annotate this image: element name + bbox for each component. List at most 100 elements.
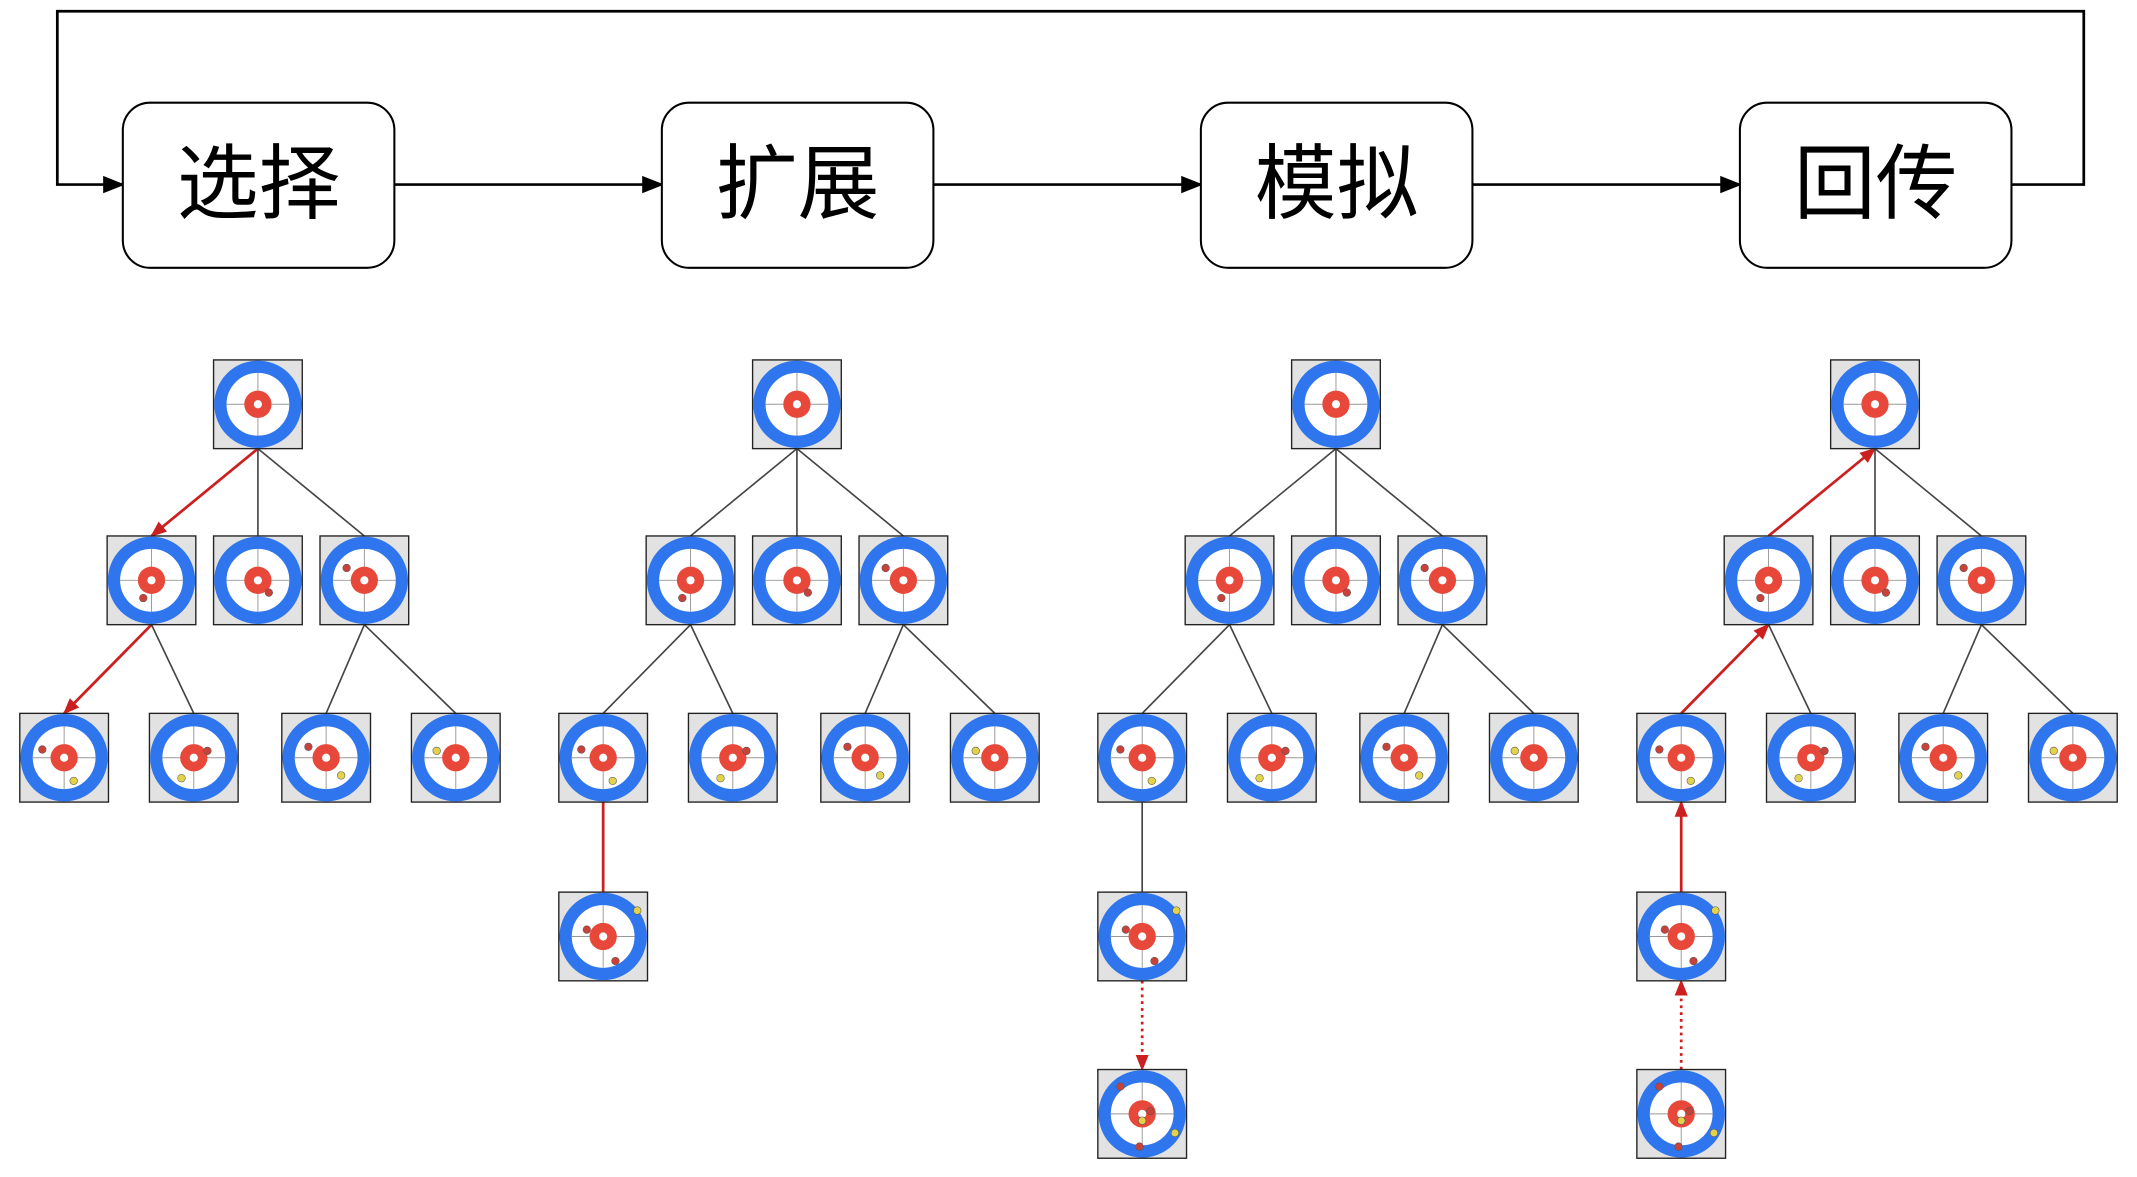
house-center [1138,1109,1147,1118]
curling-stone [337,771,346,780]
house-center [861,753,870,762]
step-label: 回传 [1794,137,1958,232]
house-center [1529,753,1538,762]
step-label: 模拟 [1255,137,1419,232]
curling-stone [1711,906,1720,915]
curling-stone [1217,593,1226,603]
curling-stone [1756,593,1765,603]
tree-node [687,712,778,803]
step-selection: 选择 [121,101,396,269]
tree-node [281,712,372,803]
house-center [599,753,608,762]
curling-stone [716,774,725,783]
tree-node [1723,535,1814,626]
tree-edge [1229,447,1337,537]
house-center [599,932,608,941]
tree-edge [689,447,798,537]
tree-node [212,535,303,626]
curling-stone [342,563,351,573]
tree-node [1359,712,1450,803]
tree-node [148,712,239,803]
curling-stone [1655,745,1664,754]
curling-stone [582,925,591,934]
curling-stone [1150,956,1159,966]
curling-stone [1921,742,1930,751]
tree-node [949,712,1040,803]
house-center [1677,1109,1686,1118]
curling-stone [577,745,586,754]
curling-stone [1382,742,1391,751]
house-center [1138,753,1147,762]
house-center [728,753,737,762]
tree-edge [1228,624,1273,714]
curling-stone [742,746,751,755]
tree-edge [864,624,905,714]
step-box [1738,101,2013,269]
house-center [1870,576,1880,585]
curling-stone [1794,774,1803,783]
house-center [792,400,802,409]
house-center [1977,576,1986,585]
tree-edge [150,624,195,714]
tree-node [212,359,303,450]
tree-edge [363,624,457,714]
step-box [1199,101,1474,269]
curling-stone [1820,746,1829,755]
house-center [2068,753,2077,762]
tree-node [1936,535,2027,626]
curling-stone [177,774,186,783]
tree-node [751,535,842,626]
curling-stone [1674,1142,1683,1151]
curling-stone [432,746,441,755]
curling-stone [1116,745,1125,754]
house-center [686,576,695,585]
step-simulation: 模拟 [1199,101,1474,269]
curling-stone [1281,746,1290,755]
house-center [1677,753,1686,762]
highlighted-edge [150,447,259,538]
curling-stone [1954,771,1963,780]
tree-node [1097,712,1188,803]
tree-node [1765,712,1856,803]
house-center [792,576,802,585]
house-center [1677,932,1686,941]
tree-node [19,712,110,803]
curling-stone [1685,1107,1694,1116]
curling-stone [1146,1107,1155,1116]
loop-arrow [55,9,2086,194]
tree-node [1636,712,1727,803]
house-center [1870,400,1880,409]
curling-stone [203,746,212,755]
tree-node [2027,712,2118,803]
tree-node [1184,535,1275,626]
terminal-node [1097,1068,1188,1159]
house-center [60,753,69,762]
tree-node [751,359,842,450]
highlighted-edge [1680,623,1770,715]
tree-node [319,535,410,626]
tree-node [1829,535,1921,626]
house-center [1400,753,1409,762]
curling-stone [1686,776,1695,786]
house-center [147,576,156,585]
tree-edge [1942,624,1983,714]
tree-edge [257,447,365,537]
tree-node [1898,712,1989,803]
curling-stone [1138,1116,1147,1125]
curling-stone [139,593,148,603]
curling-stone [1255,774,1264,783]
curling-stone [881,563,890,573]
curling-stone [1342,588,1351,597]
house-center [1331,400,1341,409]
tree-node [645,535,736,626]
tree-edge [796,447,904,537]
curling-stone [611,956,620,966]
house-center [322,753,331,762]
tree-node [558,712,649,803]
house-center [253,400,263,409]
step-label: 选择 [177,137,341,232]
flow-arrows [55,9,2086,194]
house-center [189,753,198,762]
tree-node [106,535,197,626]
